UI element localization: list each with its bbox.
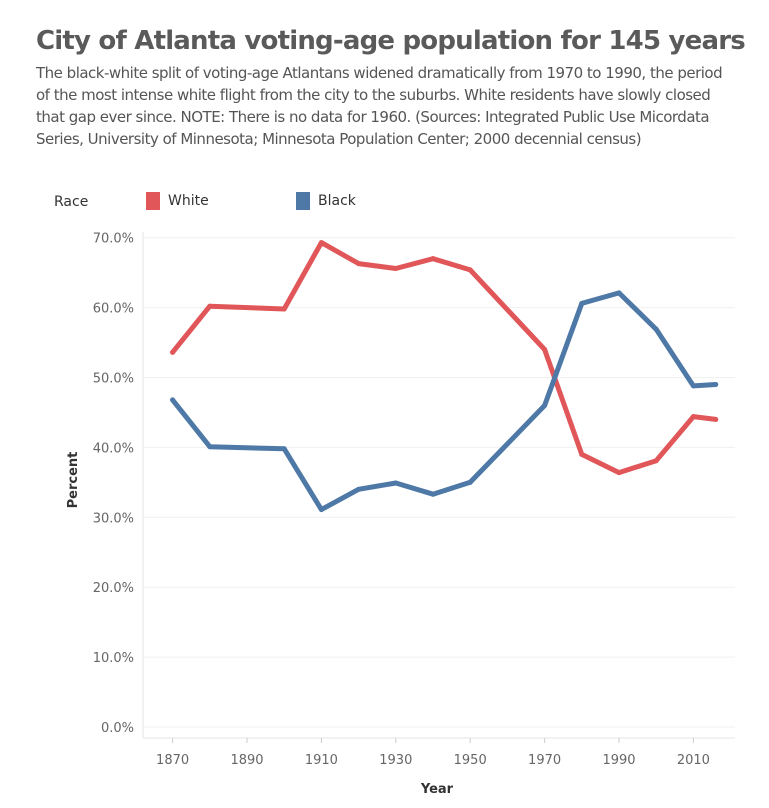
data-point-black [318,507,324,513]
y-tick-label: 50.0% [93,372,134,387]
data-point-black [579,300,585,306]
data-point-black [467,479,473,485]
chart-subtitle: The black-white split of voting-age Atla… [36,64,723,148]
x-tick-label: 1990 [602,753,635,768]
data-point-black [690,383,696,389]
legend-item-black[interactable]: Black [296,192,356,210]
data-point-white [616,470,622,476]
data-point-black [616,290,622,296]
y-tick-label: 30.0% [93,511,134,526]
data-point-white [713,416,719,422]
legend-swatch-black [296,192,310,210]
data-point-black [713,381,719,387]
legend-item-white[interactable]: White [146,192,209,210]
data-point-black [281,446,287,452]
data-point-white [542,347,548,353]
data-point-black [170,397,176,403]
data-point-black [207,444,213,450]
data-point-white [393,265,399,271]
y-tick-label: 60.0% [93,302,134,317]
x-tick-label: 1890 [230,753,263,768]
x-tick-label: 1910 [305,753,338,768]
series-line-black [170,290,719,513]
data-point-black [393,480,399,486]
y-tick-label: 0.0% [101,721,134,736]
y-tick-label: 40.0% [93,441,134,456]
data-point-white [467,267,473,273]
x-tick-label: 1970 [528,753,561,768]
x-tick-label: 1870 [156,753,189,768]
data-point-black [356,486,362,492]
data-point-black [542,402,548,408]
x-tick-label: 2010 [677,753,710,768]
y-axis-label: Percent [66,452,81,509]
data-point-white [281,306,287,312]
data-point-white [318,240,324,246]
data-point-black [653,326,659,332]
series-line-white [170,240,719,476]
legend-label-white: White [168,193,209,209]
data-point-white [690,414,696,420]
data-point-white [579,451,585,457]
y-tick-label: 20.0% [93,581,134,596]
legend-swatch-white [146,192,160,210]
x-tick-label: 1950 [454,753,487,768]
data-point-white [207,303,213,309]
legend-label-black: Black [318,193,356,209]
y-tick-label: 10.0% [93,651,134,666]
x-tick-label: 1930 [379,753,412,768]
data-point-white [653,458,659,464]
data-point-white [430,256,436,262]
data-point-white [170,349,176,355]
chart-title: City of Atlanta voting-age population fo… [36,26,746,56]
x-axis-label: Year [420,782,454,797]
y-tick-label: 70.0% [93,232,134,247]
legend-title: Race [54,194,89,210]
data-point-white [356,261,362,267]
data-point-black [430,491,436,497]
